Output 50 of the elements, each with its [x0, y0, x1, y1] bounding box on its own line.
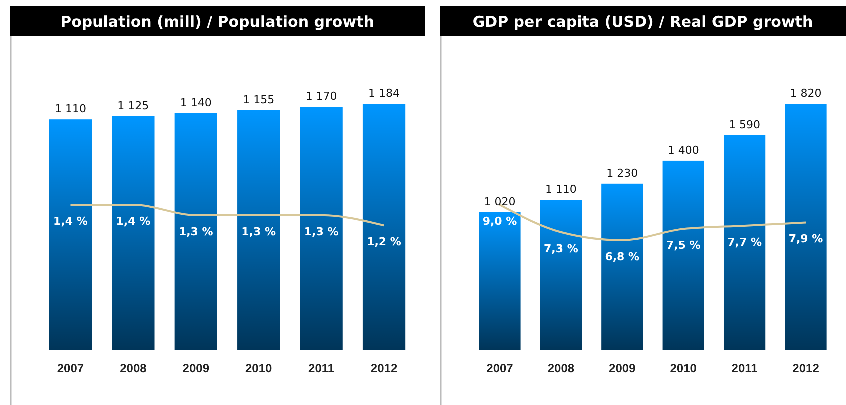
data-label: 9,0 % — [482, 215, 518, 228]
x-tick-label: 2007 — [57, 362, 84, 376]
chart-title: GDP per capita (USD) / Real GDP growth — [472, 13, 814, 31]
x-tick-label: 2010 — [246, 362, 273, 376]
data-label: 1 155 — [243, 93, 275, 106]
data-label: 7,3 % — [544, 242, 578, 256]
bar — [238, 110, 280, 350]
data-label: 1 230 — [606, 166, 638, 180]
data-label: 1,3 % — [242, 225, 276, 238]
data-label: 1,3 % — [304, 225, 339, 238]
x-tick-label: 2011 — [308, 362, 335, 376]
bar — [540, 200, 582, 350]
data-label: 1 820 — [790, 87, 822, 100]
data-label: 7,5 % — [666, 239, 701, 252]
bar — [49, 120, 92, 350]
bar — [662, 160, 704, 350]
chart-title: Population (mill) / Population growth — [60, 13, 374, 31]
x-tick-label: 2007 — [486, 362, 514, 376]
data-label: 7,9 % — [788, 232, 824, 246]
data-label: 1,4 % — [54, 215, 88, 228]
data-label: 1,3 % — [178, 225, 214, 238]
x-tick-label: 2011 — [732, 362, 758, 376]
data-label: 1 170 — [306, 90, 338, 104]
bar — [174, 113, 218, 350]
data-label: 1 020 — [484, 195, 516, 208]
data-label: 1 110 — [545, 183, 577, 196]
bar — [112, 116, 155, 350]
data-label: 1 184 — [368, 87, 400, 100]
bar — [785, 104, 827, 350]
data-label: 1 125 — [118, 99, 150, 112]
x-tick-label: 2010 — [670, 362, 698, 376]
bar — [479, 212, 521, 350]
x-tick-label: 2008 — [120, 362, 148, 376]
x-tick-label: 2009 — [182, 362, 210, 376]
data-label: 1,4 % — [116, 215, 151, 228]
bar — [724, 135, 766, 350]
data-label: 1 140 — [180, 96, 212, 110]
data-label: 7,7 % — [728, 236, 762, 249]
x-tick-label: 2009 — [609, 362, 636, 376]
data-label: 1 400 — [668, 144, 700, 157]
data-label: 1 110 — [54, 102, 86, 116]
x-tick-label: 2012 — [792, 362, 820, 376]
bar — [602, 184, 644, 350]
x-tick-label: 2008 — [548, 362, 575, 376]
bar — [300, 107, 343, 350]
data-label: 1,2 % — [367, 236, 402, 249]
bar — [362, 104, 406, 350]
data-label: 1 590 — [729, 118, 761, 132]
data-label: 6,8 % — [605, 250, 640, 264]
x-tick-label: 2012 — [370, 362, 398, 376]
